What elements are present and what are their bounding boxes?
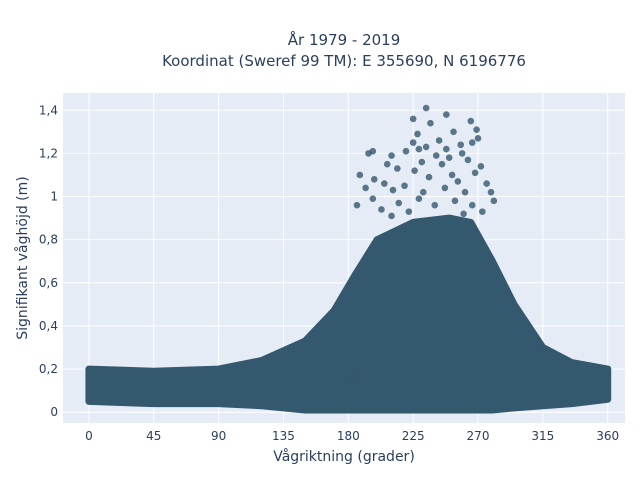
x-tick-label: 0 bbox=[85, 429, 93, 443]
y-tick-label: 0,6 bbox=[39, 276, 58, 290]
scatter-point bbox=[432, 152, 440, 159]
scatter-point bbox=[450, 128, 457, 136]
scatter-point bbox=[427, 119, 434, 127]
scatter-point bbox=[383, 160, 391, 168]
scatter-point bbox=[370, 175, 378, 183]
scatter-point bbox=[394, 165, 401, 172]
y-tick-label: 1,4 bbox=[39, 103, 58, 117]
scatter-point bbox=[490, 197, 498, 205]
scatter-point bbox=[487, 188, 495, 196]
scatter-point bbox=[395, 199, 403, 207]
scatter-point bbox=[431, 201, 439, 209]
scatter-points bbox=[85, 104, 612, 414]
scatter-point bbox=[451, 197, 459, 205]
y-tick-label: 1 bbox=[50, 190, 58, 204]
scatter-point bbox=[418, 158, 426, 166]
scatter-point bbox=[461, 188, 469, 196]
scatter-point bbox=[401, 182, 408, 190]
y-tick-label: 1,2 bbox=[39, 146, 58, 160]
y-axis-title: Signifikant våghöjd (m) bbox=[14, 176, 31, 339]
x-axis-title: Vågriktning (grader) bbox=[273, 448, 415, 465]
scatter-point bbox=[356, 171, 364, 179]
scatter-point bbox=[443, 111, 450, 118]
scatter-point bbox=[477, 163, 485, 170]
scatter-point bbox=[350, 374, 358, 382]
scatter-point bbox=[388, 212, 395, 220]
scatter-point bbox=[409, 139, 417, 146]
scatter-point bbox=[435, 137, 443, 144]
scatter-point bbox=[473, 126, 480, 133]
scatter-point bbox=[467, 117, 475, 125]
scatter-point bbox=[353, 201, 361, 209]
y-tick-labels: 0 0,2 0,4 0,6 0,8 1 1,2 1,4 bbox=[39, 103, 58, 419]
x-tick-label: 180 bbox=[337, 429, 360, 443]
chart-title-line-1: År 1979 - 2019 bbox=[288, 30, 401, 49]
x-tick-label: 315 bbox=[531, 429, 554, 443]
scatter-point bbox=[388, 152, 395, 159]
x-tick-label: 90 bbox=[211, 429, 226, 443]
scatter-point bbox=[414, 130, 421, 138]
x-tick-label: 360 bbox=[596, 429, 619, 443]
scatter-point bbox=[369, 147, 377, 155]
x-tick-label: 225 bbox=[402, 429, 425, 443]
scatter-point bbox=[381, 180, 388, 187]
x-tick-label: 135 bbox=[272, 429, 295, 443]
scatter-point bbox=[389, 186, 397, 194]
scatter-point bbox=[457, 141, 465, 149]
scatter-point bbox=[479, 208, 486, 215]
scatter-point bbox=[369, 195, 377, 202]
scatter-point bbox=[483, 180, 490, 187]
scatter-point bbox=[454, 178, 462, 185]
x-tick-label: 45 bbox=[146, 429, 161, 443]
scatter-point bbox=[405, 208, 413, 215]
scatter-point bbox=[448, 171, 456, 179]
scatter-point bbox=[445, 154, 453, 162]
scatter-point bbox=[411, 167, 418, 174]
x-tick-labels: 0 45 90 135 180 225 270 315 360 bbox=[85, 429, 619, 443]
scatter-point bbox=[468, 139, 476, 146]
scatter-point bbox=[441, 184, 449, 192]
scatter-point bbox=[419, 188, 427, 196]
scatter-point bbox=[409, 115, 417, 123]
scatter-point bbox=[460, 210, 467, 218]
x-tick-label: 270 bbox=[467, 429, 490, 443]
scatter-point bbox=[415, 195, 423, 202]
scatter-point bbox=[471, 169, 479, 177]
y-tick-label: 0,8 bbox=[39, 233, 58, 247]
scatter-point bbox=[464, 156, 472, 164]
scatter-point bbox=[362, 184, 369, 192]
y-tick-label: 0 bbox=[50, 405, 58, 419]
dense-point-cloud bbox=[85, 214, 612, 414]
scatter-point bbox=[378, 206, 385, 213]
scatter-point bbox=[468, 201, 476, 209]
scatter-point bbox=[422, 143, 430, 151]
scatter-point bbox=[438, 160, 446, 168]
scatter-point bbox=[443, 145, 450, 153]
scatter-point bbox=[422, 104, 430, 112]
scatter-point bbox=[415, 145, 423, 153]
scatter-point bbox=[474, 134, 482, 142]
scatter-point bbox=[425, 173, 433, 181]
chart-title-line-2: Koordinat (Sweref 99 TM): E 355690, N 61… bbox=[162, 52, 526, 70]
y-tick-label: 0,2 bbox=[39, 362, 58, 376]
scatter-point bbox=[402, 147, 410, 155]
scatter-point bbox=[458, 150, 466, 157]
y-tick-label: 0,4 bbox=[39, 319, 58, 333]
